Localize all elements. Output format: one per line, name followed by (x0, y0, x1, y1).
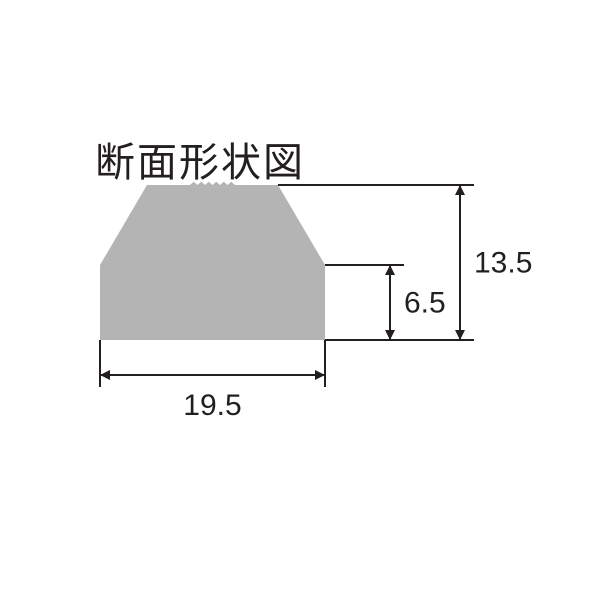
dim-label-height-total: 13.5 (474, 247, 532, 280)
profile-shape (100, 182, 325, 340)
dim-label-height-lower: 6.5 (404, 287, 446, 320)
dim-arrowhead (315, 370, 325, 380)
dim-arrowhead (385, 265, 395, 275)
dim-arrowhead (455, 185, 465, 195)
dim-arrowhead (100, 370, 110, 380)
diagram-svg: 19.5 6.5 13.5 (0, 0, 600, 600)
dim-label-width: 19.5 (183, 389, 241, 422)
dim-arrowhead (385, 330, 395, 340)
diagram-stage: 断面形状図 19.56.513.5 (0, 0, 600, 600)
dim-arrowhead (455, 330, 465, 340)
